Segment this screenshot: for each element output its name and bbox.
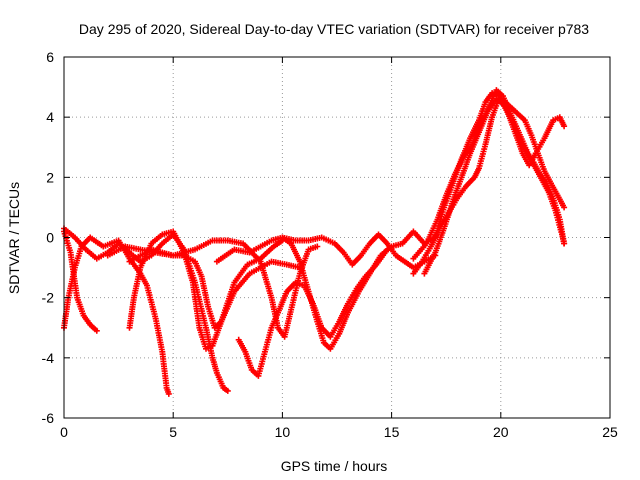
series-track-f [126, 237, 321, 340]
x-tick-label: 10 [275, 424, 291, 440]
y-tick-label: 2 [46, 169, 54, 185]
data-points [61, 87, 568, 397]
series-track-m [410, 87, 568, 262]
axis-ticks [63, 56, 611, 419]
data-point [165, 390, 172, 397]
series-track-h [235, 246, 391, 379]
series-track-i [279, 231, 439, 271]
data-point [224, 387, 231, 394]
data-point [561, 123, 568, 130]
tick-labels: 0 5 10 15 20 25 -6 -4 -2 0 2 4 6 [42, 49, 618, 440]
x-tick-label: 20 [493, 424, 509, 440]
y-tick-label: 4 [46, 109, 54, 125]
y-tick-label: 6 [46, 49, 54, 65]
x-tick-label: 5 [169, 424, 177, 440]
x-tick-label: 0 [60, 424, 68, 440]
data-point [561, 240, 568, 247]
y-tick-label: -6 [42, 410, 55, 426]
y-tick-label: -2 [42, 290, 55, 306]
data-point [561, 204, 568, 211]
y-axis-label: SDTVAR / TECUs [6, 182, 22, 294]
chart-title: Day 295 of 2020, Sidereal Day-to-day VTE… [79, 21, 589, 37]
y-tick-label: -4 [42, 350, 55, 366]
x-axis-label: GPS time / hours [281, 458, 388, 474]
x-tick-label: 15 [384, 424, 400, 440]
data-point [93, 327, 100, 334]
data-point [314, 243, 321, 250]
x-tick-label: 25 [602, 424, 618, 440]
y-tick-label: 0 [46, 230, 54, 246]
